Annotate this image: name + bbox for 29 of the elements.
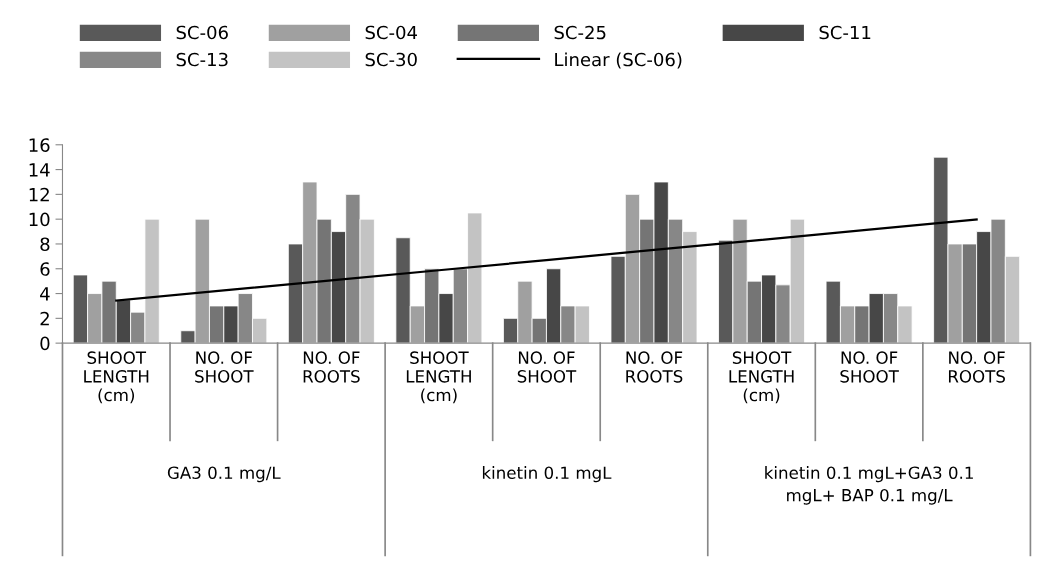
text: kinetin 0.1 mgL+GA3 0.1 mgL+ BAP 0.1 mg/L <box>765 466 973 505</box>
y-tick-label: 14 <box>29 163 50 177</box>
x-tick-label: NO. OF SHOOT <box>840 351 899 383</box>
x-tick-label: NO. OF ROOTS <box>626 351 683 383</box>
legend-label: SC-25 <box>554 25 606 40</box>
y-tick-label: 4 <box>40 287 50 301</box>
x-tick-label: SHOOT LENGTH (cm) <box>84 351 149 404</box>
y-tick-label: 2 <box>40 311 49 326</box>
y-tick-label: 12 <box>29 187 49 202</box>
x-tick-label: SHOOT LENGTH (cm) <box>729 351 794 404</box>
y-tick-label: 16 <box>29 138 50 152</box>
legend-label: Linear (SC-06) <box>555 52 682 69</box>
x-tick-label: NO. OF SHOOT <box>195 351 254 383</box>
text: GA3 0.1 mg/L <box>167 466 281 483</box>
legend-label: SC-13 <box>176 52 228 67</box>
legend-label: SC-06 <box>176 25 228 40</box>
text: kinetin 0.1 mgL <box>482 466 612 483</box>
legend-label: SC-04 <box>365 25 418 40</box>
y-tick-label: 10 <box>29 212 50 227</box>
x-tick-label: NO. OF SHOOT <box>517 351 577 383</box>
x-tick-label: SHOOT LENGTH (cm) <box>406 351 471 404</box>
y-tick-label: 0 <box>40 336 50 351</box>
y-tick-label: 6 <box>40 262 50 276</box>
x-tick-label: NO. OF ROOTS <box>948 351 1005 383</box>
x-tick-label: NO. OF ROOTS <box>303 351 360 383</box>
line-series <box>115 218 978 302</box>
y-tick-label: 8 <box>40 237 50 252</box>
legend-label: SC-30 <box>365 52 417 67</box>
legend-label: SC-11 <box>819 25 871 40</box>
